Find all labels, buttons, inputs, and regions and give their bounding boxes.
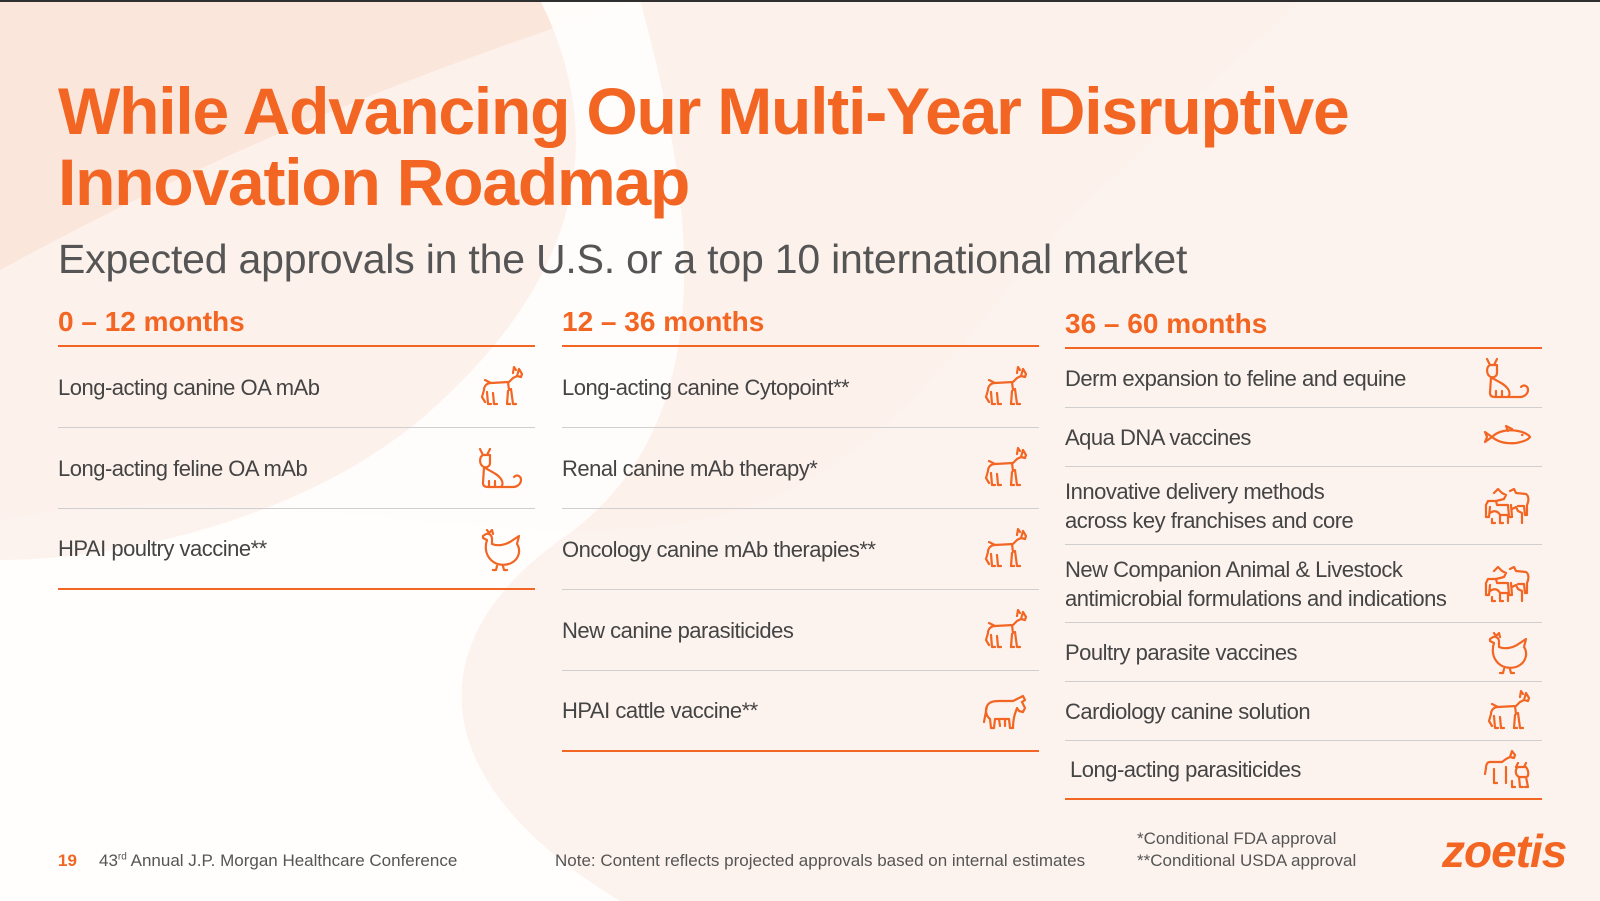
dog-icon bbox=[979, 526, 1029, 572]
zoetis-logo: zoetis bbox=[1442, 825, 1567, 877]
conference-name: 43rd Annual J.P. Morgan Healthcare Confe… bbox=[99, 851, 457, 871]
column-12-36-months: 12 – 36 months Long-acting canine Cytopo… bbox=[562, 300, 1039, 752]
item-label: Oncology canine mAb therapies** bbox=[562, 536, 876, 562]
column-heading: 12 – 36 months bbox=[562, 300, 1039, 347]
item-label: Cardiology canine solution bbox=[1065, 698, 1311, 724]
item-label: Long-acting feline OA mAb bbox=[58, 455, 308, 481]
roadmap-item: Poultry parasite vaccines bbox=[1065, 623, 1542, 682]
top-border-line bbox=[0, 0, 1600, 2]
dog-icon bbox=[475, 364, 525, 410]
item-label-multiline: New Companion Animal & Livestock antimic… bbox=[1065, 555, 1447, 613]
slide-subtitle: Expected approvals in the U.S. or a top … bbox=[58, 236, 1188, 282]
footnote-fda: *Conditional FDA approval bbox=[1137, 829, 1337, 848]
roadmap-item: Long-acting feline OA mAb bbox=[58, 428, 535, 509]
roadmap-item: New Companion Animal & Livestock antimic… bbox=[1065, 545, 1542, 623]
roadmap-item: Cardiology canine solution bbox=[1065, 682, 1542, 741]
roadmap-item: Innovative delivery methods across key f… bbox=[1065, 467, 1542, 545]
item-label: New canine parasiticides bbox=[562, 617, 794, 643]
roadmap-item: Derm expansion to feline and equine bbox=[1065, 349, 1542, 408]
title-line-1: While Advancing Our Multi-Year Disruptiv… bbox=[58, 74, 1350, 148]
item-label: HPAI poultry vaccine** bbox=[58, 536, 267, 561]
item-label: HPAI cattle vaccine** bbox=[562, 698, 758, 723]
item-label: Long-acting canine Cytopoint** bbox=[562, 374, 850, 400]
chicken-icon bbox=[1482, 629, 1532, 675]
cow-icon bbox=[979, 688, 1029, 734]
item-label-line-1: Innovative delivery methods bbox=[1065, 478, 1325, 504]
item-label: Renal canine mAb therapy* bbox=[562, 455, 818, 481]
page-number: 19 bbox=[58, 851, 77, 870]
column-heading: 36 – 60 months bbox=[1065, 300, 1542, 349]
dog-icon bbox=[979, 364, 1029, 410]
title-line-2: Innovation Roadmap bbox=[58, 145, 690, 219]
roadmap-item: Long-acting parasiticides bbox=[1065, 741, 1542, 800]
livestock-group-icon bbox=[1482, 483, 1532, 529]
item-label: Poultry parasite vaccines bbox=[1065, 639, 1298, 665]
footnote-usda: **Conditional USDA approval bbox=[1137, 851, 1357, 870]
dog-icon bbox=[979, 445, 1029, 491]
item-label: Aqua DNA vaccines bbox=[1065, 424, 1251, 450]
roadmap-item: Long-acting canine Cytopoint** bbox=[562, 347, 1039, 428]
dog-icon bbox=[1482, 688, 1532, 734]
item-label-multiline: Innovative delivery methods across key f… bbox=[1065, 477, 1354, 535]
item-label: Derm expansion to feline and equine bbox=[1065, 365, 1406, 391]
dog-icon bbox=[979, 607, 1029, 653]
conference-number: 43 bbox=[99, 851, 118, 870]
item-label: Long-acting canine OA mAb bbox=[58, 374, 320, 400]
roadmap-item: Renal canine mAb therapy* bbox=[562, 428, 1039, 509]
chicken-icon bbox=[475, 526, 525, 572]
roadmap-item: HPAI cattle vaccine** bbox=[562, 671, 1039, 752]
conference-ordinal: rd bbox=[117, 851, 127, 863]
roadmap-item: New canine parasiticides bbox=[562, 590, 1039, 671]
item-label-line-2: antimicrobial formulations and indicatio… bbox=[1065, 585, 1447, 611]
footer-note: Note: Content reflects projected approva… bbox=[555, 851, 1086, 870]
roadmap-item: Oncology canine mAb therapies** bbox=[562, 509, 1039, 590]
livestock-group-icon bbox=[1482, 561, 1532, 607]
slide-title: While Advancing Our Multi-Year Disruptiv… bbox=[58, 76, 1498, 218]
column-0-12-months: 0 – 12 months Long-acting canine OA mAb … bbox=[58, 300, 535, 590]
item-label-line-2: across key franchises and core bbox=[1065, 507, 1354, 533]
item-label: Long-acting parasiticides bbox=[1070, 757, 1301, 782]
cat-icon bbox=[475, 445, 525, 491]
footnotes: *Conditional FDA approval **Conditional … bbox=[1137, 828, 1356, 872]
column-heading: 0 – 12 months bbox=[58, 300, 535, 347]
roadmap-item: Aqua DNA vaccines bbox=[1065, 408, 1542, 467]
dog-cat-icon bbox=[1482, 747, 1532, 793]
roadmap-item: HPAI poultry vaccine** bbox=[58, 509, 535, 590]
cat-icon bbox=[1482, 355, 1532, 401]
roadmap-item: Long-acting canine OA mAb bbox=[58, 347, 535, 428]
column-36-60-months: 36 – 60 months Derm expansion to feline … bbox=[1065, 300, 1542, 800]
item-label-line-1: New Companion Animal & Livestock bbox=[1065, 556, 1403, 582]
conference-title: Annual J.P. Morgan Healthcare Conference bbox=[126, 851, 458, 870]
fish-icon bbox=[1482, 414, 1532, 460]
